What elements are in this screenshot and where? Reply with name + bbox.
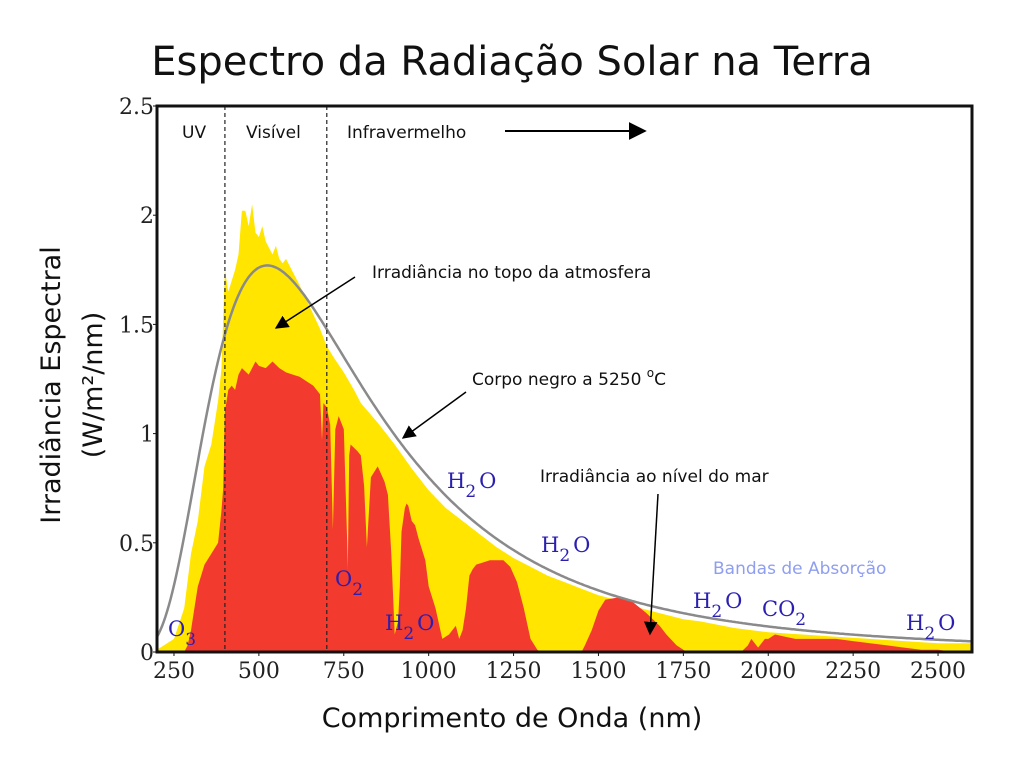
- molecule-label-h2o-3: H2 O: [541, 533, 590, 566]
- x-tick-label: 2500: [910, 659, 966, 684]
- x-tick-label: 1750: [655, 659, 711, 684]
- molecule-label-co2: CO2: [762, 597, 806, 630]
- series-line-blackbody: [157, 264, 972, 643]
- molecule-label-co2-sub: 2: [795, 610, 806, 630]
- molecule-label-o3-sub: 3: [185, 630, 196, 650]
- molecule-label-h2o-4-main: H: [693, 589, 711, 613]
- y-axis-label-line1: Irradiância Espectral: [36, 246, 67, 523]
- y-axis-ticks: 0 0.5 1 1.5 2 2.5: [119, 95, 157, 666]
- x-tick-label: 1000: [401, 659, 457, 684]
- molecule-label-h2o-1-main: H: [385, 611, 403, 635]
- y-tick-label: 0: [140, 641, 154, 666]
- region-label-visible: Visível: [246, 123, 301, 143]
- x-tick-label: 750: [323, 659, 365, 684]
- chart-title: Espectro da Radiação Solar na Terra: [151, 39, 872, 85]
- y-tick-label: 1.5: [119, 313, 154, 338]
- molecule-label-o2: O2: [335, 567, 363, 600]
- molecule-label-o2-sub: 2: [352, 580, 363, 600]
- annotation-blackbody-text: Corpo negro a 5250: [472, 370, 647, 390]
- molecule-label-o3: O3: [168, 617, 196, 650]
- molecule-label-h2o-3-after: O: [573, 533, 590, 557]
- molecule-label-h2o-1-sub: 2: [403, 624, 414, 644]
- annotation-blackbody-arrow-icon: [401, 391, 467, 439]
- annotation-top-of-atmosphere: Irradiância no topo da atmosfera: [372, 263, 651, 283]
- x-tick-label: 2000: [740, 659, 796, 684]
- annotation-toa-arrow-icon: [274, 276, 356, 329]
- molecule-label-o2-main: O: [335, 567, 352, 591]
- molecule-label-h2o-1: H2 O: [385, 611, 434, 644]
- molecule-label-o3-main: O: [168, 617, 185, 641]
- molecule-label-co2-main: CO: [762, 597, 795, 621]
- annotation-blackbody: Corpo negro a 5250 oC: [472, 366, 666, 390]
- molecule-label-h2o-3-sub: 2: [559, 546, 570, 566]
- molecule-label-h2o-2: H2 O: [447, 469, 496, 502]
- annotation-sea-level: Irradiância ao nível do mar: [540, 467, 769, 487]
- x-tick-label: 2250: [825, 659, 881, 684]
- x-tick-label: 250: [153, 659, 195, 684]
- annotation-blackbody-unit: C: [654, 370, 666, 390]
- region-label-infrared: Infravermelho: [347, 123, 466, 143]
- molecule-label-h2o-4-after: O: [725, 589, 742, 613]
- x-tick-label: 1250: [486, 659, 542, 684]
- absorption-bands-label: Bandas de Absorção: [713, 559, 886, 579]
- y-tick-label: 2: [140, 204, 154, 229]
- x-axis-ticks: 250 500 750 1000 1250 1500 1750 2000 2250 2500: [153, 652, 966, 684]
- y-tick-label: 2.5: [119, 95, 154, 120]
- molecule-label-h2o-4: H2 O: [693, 589, 742, 622]
- annotation-blackbody-degree: o: [647, 366, 654, 380]
- molecule-label-h2o-2-after: O: [479, 469, 496, 493]
- region-label-uv: UV: [182, 123, 206, 143]
- molecule-label-h2o-1-after: O: [417, 611, 434, 635]
- y-tick-label: 0.5: [119, 532, 154, 557]
- molecule-label-h2o-4-sub: 2: [711, 602, 722, 622]
- x-tick-label: 1500: [570, 659, 626, 684]
- annotation-sea-level-arrow-icon: [643, 493, 659, 636]
- molecule-label-h2o-5-after: O: [938, 611, 955, 635]
- y-tick-label: 1: [140, 423, 154, 448]
- y-axis-label-line2: (W/m²/nm): [78, 312, 109, 459]
- molecule-label-h2o-5-sub: 2: [924, 624, 935, 644]
- x-tick-label: 500: [238, 659, 280, 684]
- molecule-label-h2o-5-main: H: [906, 611, 924, 635]
- molecule-label-h2o-5: H2 O: [906, 611, 955, 644]
- x-axis-label: Comprimento de Onda (nm): [322, 703, 703, 734]
- molecule-label-h2o-2-sub: 2: [465, 482, 476, 502]
- plot-frame: [155, 104, 974, 654]
- series-area-sea-level: [184, 361, 972, 652]
- molecule-label-h2o-3-main: H: [541, 533, 559, 557]
- molecule-label-h2o-2-main: H: [447, 469, 465, 493]
